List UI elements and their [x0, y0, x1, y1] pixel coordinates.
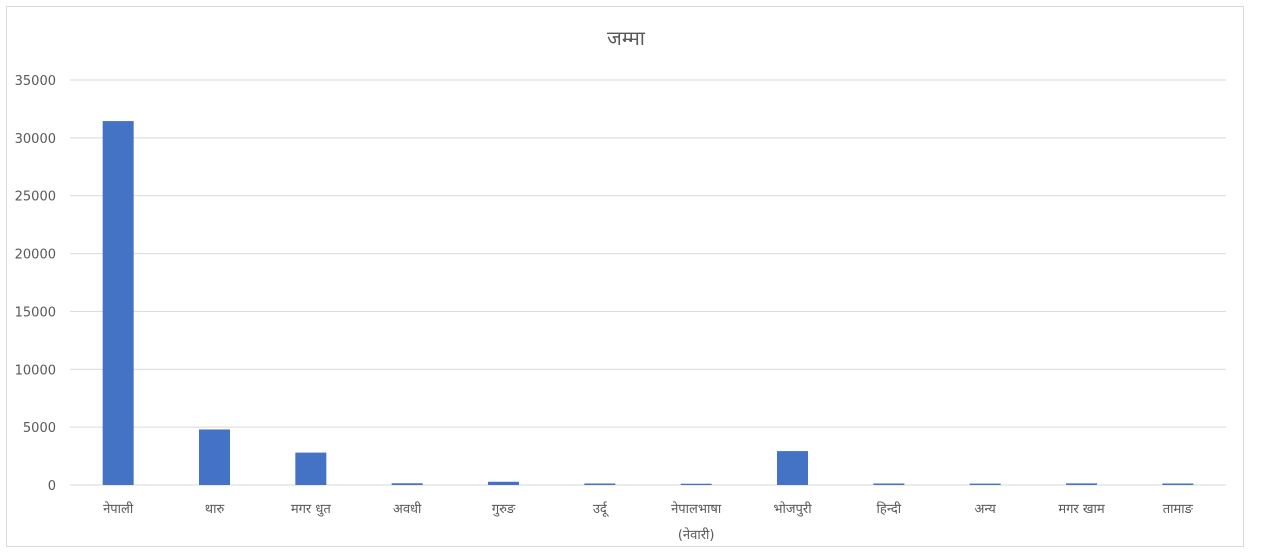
x-tick-label: नेपाली: [103, 501, 134, 517]
x-tick-label: मगर धुत: [291, 502, 332, 517]
bar: [1066, 483, 1097, 485]
y-tick-label: 0: [48, 479, 56, 494]
bar: [1162, 483, 1194, 485]
x-tick-label: भोजपुरी: [773, 501, 812, 517]
x-axis: नेपाली थारु मगर धुत अवधी गुरुङ उर्दू नेपालभाषा…: [103, 501, 1194, 543]
y-tick-label: 35000: [15, 74, 56, 89]
y-tick-label: 25000: [15, 190, 56, 205]
chart-title: जम्मा: [607, 26, 645, 50]
gridlines: [70, 79, 1226, 486]
x-tick-label: नेपालभाषा (नेवारी): [671, 501, 722, 543]
x-tick-label: थारु: [205, 502, 225, 517]
x-tick-label: तामाङ: [1163, 502, 1194, 517]
y-tick-label: 15000: [15, 305, 56, 320]
bar: [969, 483, 1001, 485]
bar: [391, 483, 423, 485]
y-tick-label: 20000: [15, 248, 56, 263]
x-tick-label: अन्य: [975, 502, 997, 517]
x-tick-label: गुरुङ: [492, 502, 516, 517]
bar: [102, 121, 134, 485]
y-tick-label: 5000: [23, 421, 56, 436]
y-tick-label: 10000: [15, 363, 56, 378]
bar: [584, 483, 616, 485]
x-tick-label: हिन्दी: [877, 501, 902, 517]
bar: [199, 429, 230, 485]
bar: [488, 481, 519, 485]
bar: [295, 452, 327, 485]
bar: [680, 483, 712, 485]
y-tick-label: 30000: [15, 132, 56, 147]
bars: [102, 121, 1194, 485]
x-tick-label: अवधी: [393, 501, 422, 517]
x-tick-label: उर्दू: [593, 501, 609, 517]
y-axis: 0 5000 10000 15000 20000 25000 30000 35000: [15, 74, 56, 494]
bar: [777, 451, 808, 485]
bar: [873, 483, 905, 485]
x-tick-label: मगर खाम: [1058, 502, 1105, 517]
